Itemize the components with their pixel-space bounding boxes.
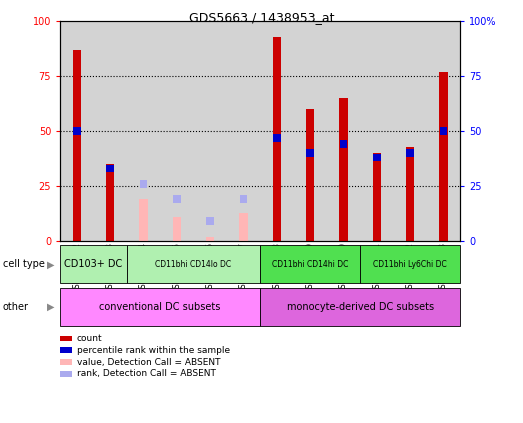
Bar [260, 288, 460, 326]
Bar [140, 180, 147, 188]
Bar [73, 50, 81, 241]
Bar [272, 36, 281, 241]
Bar [173, 195, 180, 203]
Bar [339, 98, 348, 241]
Bar [60, 288, 260, 326]
Bar [127, 245, 260, 283]
Bar [139, 199, 147, 241]
Bar [340, 140, 347, 148]
Bar [306, 109, 314, 241]
Bar [440, 127, 447, 135]
Bar [360, 245, 460, 283]
Bar [306, 149, 314, 157]
Bar [406, 146, 414, 241]
Text: cell type: cell type [3, 259, 44, 269]
Bar [373, 153, 381, 241]
Text: monocyte-derived DC subsets: monocyte-derived DC subsets [287, 302, 434, 312]
Bar [240, 195, 247, 203]
Bar [439, 72, 448, 241]
Text: CD11bhi CD14hi DC: CD11bhi CD14hi DC [272, 260, 348, 269]
Text: rank, Detection Call = ABSENT: rank, Detection Call = ABSENT [77, 369, 216, 379]
Text: other: other [3, 302, 29, 312]
Text: value, Detection Call = ABSENT: value, Detection Call = ABSENT [77, 357, 220, 367]
Text: count: count [77, 334, 103, 343]
Bar [406, 149, 414, 157]
Bar [373, 154, 381, 162]
Bar [106, 165, 114, 173]
Bar [206, 237, 214, 241]
Text: CD11bhi CD14lo DC: CD11bhi CD14lo DC [155, 260, 232, 269]
Bar [106, 164, 115, 241]
Bar [60, 245, 127, 283]
Text: ▶: ▶ [48, 259, 55, 269]
Text: CD11bhi Ly6Chi DC: CD11bhi Ly6Chi DC [373, 260, 447, 269]
Text: CD103+ DC: CD103+ DC [64, 259, 122, 269]
Text: GDS5663 / 1438953_at: GDS5663 / 1438953_at [189, 11, 334, 24]
Bar [273, 134, 281, 142]
Bar [73, 127, 81, 135]
Bar [173, 217, 181, 241]
Bar [240, 212, 248, 241]
Bar [260, 245, 360, 283]
Bar [207, 217, 214, 225]
Text: percentile rank within the sample: percentile rank within the sample [77, 346, 230, 355]
Text: conventional DC subsets: conventional DC subsets [99, 302, 221, 312]
Text: ▶: ▶ [48, 302, 55, 312]
